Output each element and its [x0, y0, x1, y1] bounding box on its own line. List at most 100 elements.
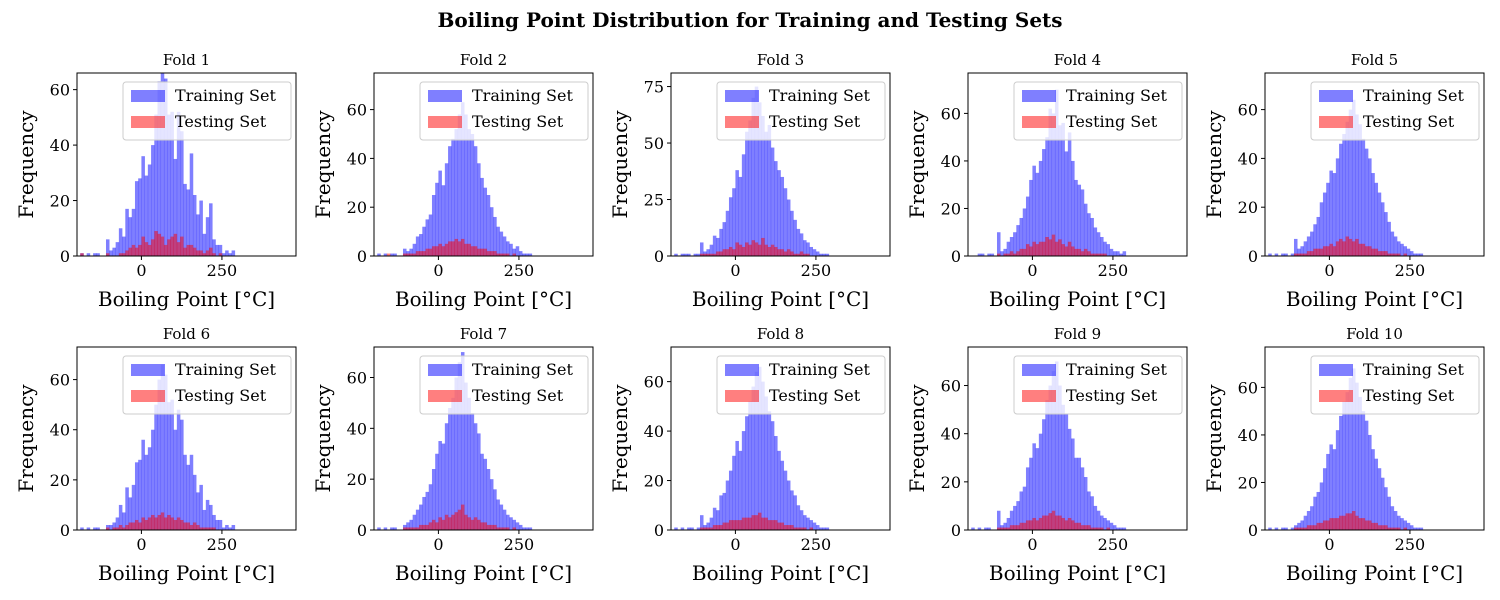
- y-tick-label: 60: [50, 81, 70, 100]
- testing-bar: [415, 527, 420, 530]
- testing-bar: [1361, 518, 1366, 530]
- testing-bar: [1013, 525, 1017, 530]
- testing-bar: [1403, 527, 1408, 530]
- testing-bar: [738, 520, 743, 530]
- training-bar: [409, 519, 413, 530]
- testing-bar: [422, 251, 426, 256]
- training-bar: [454, 377, 459, 530]
- legend-label: Training Set: [1363, 86, 1464, 105]
- training-bar: [783, 470, 788, 530]
- training-bar: [690, 527, 694, 530]
- testing-bar: [415, 251, 420, 256]
- testing-bar: [131, 244, 136, 256]
- testing-bar: [1377, 525, 1382, 530]
- testing-bar: [451, 241, 455, 256]
- training-bar: [1319, 482, 1324, 530]
- training-bar: [1067, 428, 1072, 530]
- y-tick-label: 0: [60, 521, 70, 540]
- testing-bar: [1358, 518, 1362, 530]
- testing-bar: [722, 522, 727, 530]
- training-bar: [1284, 527, 1288, 530]
- testing-bar: [493, 524, 497, 530]
- testing-bar: [486, 524, 491, 530]
- testing-bar: [1045, 236, 1049, 256]
- testing-bar: [431, 246, 436, 256]
- testing-bar: [777, 522, 781, 530]
- training-bar: [748, 120, 752, 256]
- training-bar: [1119, 527, 1123, 530]
- training-bar: [1080, 467, 1085, 530]
- testing-bar: [738, 244, 743, 256]
- testing-bar: [212, 253, 216, 256]
- testing-bar: [703, 253, 707, 256]
- testing-bar: [477, 519, 481, 530]
- subplot-title: Fold 9: [1054, 325, 1101, 343]
- training-bar: [1419, 527, 1424, 530]
- training-bar: [105, 239, 110, 256]
- testing-bar: [786, 525, 791, 530]
- axes-frame: [967, 346, 1188, 531]
- testing-bar: [1348, 513, 1353, 530]
- training-bar: [1310, 506, 1314, 530]
- testing-bar: [480, 522, 484, 530]
- training-bar: [393, 253, 397, 256]
- training-bar: [470, 134, 475, 256]
- figure-title: Boiling Point Distribution for Training …: [437, 8, 1063, 32]
- testing-bar: [1313, 248, 1317, 256]
- testing-bar: [1322, 520, 1327, 530]
- testing-bar: [435, 522, 439, 530]
- testing-bar: [512, 253, 517, 256]
- testing-bar: [1374, 522, 1379, 530]
- training-bar: [515, 246, 520, 256]
- testing-bar: [764, 244, 768, 256]
- testing-bar: [1003, 527, 1007, 530]
- testing-bar: [1096, 527, 1101, 530]
- training-bar: [515, 522, 520, 530]
- training-bar: [1329, 444, 1333, 530]
- testing-bar: [189, 244, 194, 256]
- y-tick-label: 50: [644, 134, 664, 153]
- y-tick-label: 60: [941, 377, 961, 396]
- training-bar: [1035, 448, 1040, 530]
- legend-label: Training Set: [175, 360, 276, 379]
- training-bar: [1051, 371, 1056, 530]
- axes-frame: [76, 72, 297, 257]
- training-bar: [1071, 438, 1075, 530]
- testing-bar: [192, 522, 197, 530]
- training-bar: [1116, 251, 1120, 256]
- testing-bar: [1348, 238, 1353, 256]
- testing-bar: [1342, 515, 1346, 530]
- testing-bar: [496, 253, 500, 256]
- x-axis-label: Boiling Point [°C]: [98, 287, 275, 311]
- testing-bar: [1054, 241, 1059, 256]
- training-bar: [183, 454, 187, 530]
- training-bar: [522, 527, 526, 530]
- training-bar: [745, 416, 749, 530]
- training-bar: [1281, 253, 1285, 256]
- testing-bar: [1042, 515, 1046, 530]
- testing-bar: [435, 246, 439, 256]
- training-bar: [1268, 253, 1272, 256]
- subplot-4: 0 250 0 20 40 60 Fold 4 Boiling Point [°C] Frequ…: [905, 51, 1188, 311]
- training-bar: [1067, 132, 1072, 256]
- testing-bar: [1316, 248, 1321, 256]
- legend-swatch: [131, 90, 165, 102]
- training-bar: [996, 232, 1001, 256]
- training-bar: [996, 510, 1001, 530]
- testing-bar: [725, 522, 730, 530]
- legend-label: Testing Set: [472, 112, 564, 131]
- training-bar: [80, 527, 84, 530]
- testing-bar: [154, 517, 158, 530]
- axes-frame: [670, 346, 891, 531]
- training-bar: [696, 527, 701, 530]
- testing-bar: [428, 522, 433, 530]
- training-bar: [812, 249, 817, 256]
- testing-bar: [192, 247, 197, 256]
- training-bar: [406, 522, 410, 530]
- subplot-title: Fold 5: [1351, 51, 1398, 69]
- axes-frame: [670, 72, 891, 257]
- testing-bar: [1306, 251, 1311, 256]
- y-axis-label: Frequency: [608, 110, 632, 219]
- training-bar: [1300, 246, 1304, 256]
- training-bar: [1397, 515, 1401, 530]
